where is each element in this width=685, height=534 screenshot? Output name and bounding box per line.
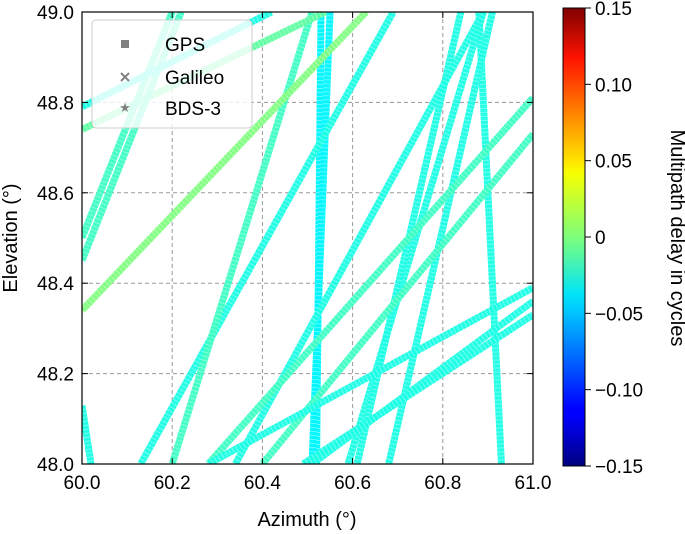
x-tick-label: 61.0: [515, 473, 552, 494]
colorbar-tick-label: −0.15: [595, 457, 643, 478]
colorbar: 0.15 0.10 0.05 0 −0.05 −0.10 −0.15 Multipath d…: [562, 0, 685, 478]
legend-label-bds3: BDS-3: [165, 99, 221, 120]
satellite-track-2: [308, 12, 334, 464]
legend-frame: [91, 19, 253, 129]
y-tick-label: 48.6: [37, 184, 74, 205]
x-tick-label: 60.0: [64, 473, 101, 494]
satellite-track-markers-12: [206, 284, 533, 464]
legend: GPS Galileo ★ BDS-3: [91, 19, 253, 129]
colorbar-gradient: [562, 7, 586, 467]
y-tick-label: 48.2: [37, 365, 74, 386]
colorbar-tick-label: 0: [595, 228, 606, 249]
satellite-track-markers-10: [205, 95, 533, 464]
x-axis-label: Azimuth (°): [257, 509, 356, 531]
colorbar-tick-label: −0.10: [595, 381, 643, 402]
y-tick-label: 48.8: [37, 93, 74, 114]
satellite-track-markers-18: [82, 12, 176, 240]
colorbar-ticks: 0.15 0.10 0.05 0 −0.05 −0.10 −0.15: [585, 0, 643, 478]
colorbar-tick-label: 0.15: [595, 0, 632, 20]
colorbar-tick-label: 0.05: [595, 152, 632, 173]
x-tick-label: 60.8: [424, 473, 461, 494]
satellite-track-markers-17: [82, 12, 185, 262]
colorbar-label: Multipath delay in cycles: [666, 130, 685, 347]
y-tick-label: 48.0: [37, 455, 74, 476]
x-tick-label: 60.6: [334, 473, 371, 494]
satellite-track-12: [206, 284, 533, 464]
legend-entry-galileo: Galileo: [120, 68, 224, 89]
satellite-track-14: [301, 311, 533, 464]
satellite-track-4: [344, 12, 487, 464]
y-tick-label: 49.0: [37, 3, 74, 24]
axes: 60.0 60.2 60.4 60.6 60.8 61.0 48.0 48.2 48.4 48.6…: [37, 3, 551, 494]
legend-entry-bds3: ★ BDS-3: [119, 99, 221, 120]
plot-frame: [81, 11, 534, 465]
satellite-track-markers-13: [309, 298, 533, 464]
satellite-track-3: [475, 12, 505, 464]
satellite-track-20: [82, 404, 95, 464]
satellite-track-9: [168, 12, 316, 464]
legend-label-gps: GPS: [165, 35, 205, 56]
legend-square-marker-icon: [121, 40, 129, 48]
satellite-track-markers-2: [308, 12, 334, 464]
legend-star-marker-icon: ★: [119, 101, 131, 116]
satellite-track-markers-9: [168, 12, 316, 464]
satellite-track-5: [385, 12, 496, 464]
legend-entry-gps: GPS: [121, 35, 205, 56]
colorbar-tick-label: 0.10: [595, 75, 632, 96]
y-tick-label: 48.4: [37, 274, 74, 295]
legend-x-marker-icon: [120, 72, 130, 82]
legend-label-galileo: Galileo: [165, 68, 224, 89]
satellite-track-markers-14: [301, 311, 533, 464]
satellite-track-10: [205, 95, 533, 464]
y-axis-label: Elevation (°): [0, 183, 22, 292]
colorbar-tick-label: −0.05: [595, 304, 643, 325]
x-tick-label: 60.2: [154, 473, 191, 494]
satellite-track-15: [82, 12, 369, 313]
satellite-track-8: [137, 12, 397, 464]
x-tick-label: 60.4: [244, 473, 281, 494]
satellite-track-markers-15: [82, 12, 369, 313]
satellite-tracks: [82, 12, 533, 464]
